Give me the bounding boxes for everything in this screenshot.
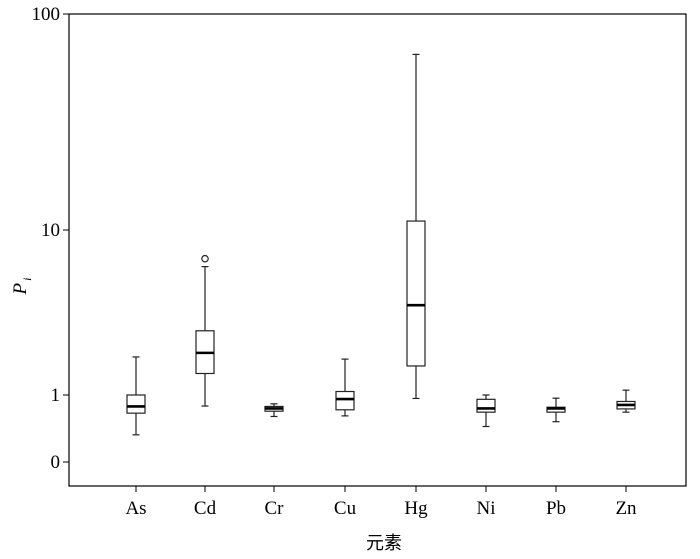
x-tick-label: Cu <box>334 498 357 519</box>
y-tick-label: 1 <box>51 385 61 406</box>
box-cu <box>335 358 355 417</box>
iqr-box <box>476 398 496 413</box>
outlier-point <box>201 254 209 263</box>
iqr-box <box>406 220 426 367</box>
y-tick-label: 10 <box>41 220 60 241</box>
iqr-box <box>335 390 355 411</box>
plot-frame <box>68 13 687 487</box>
x-tick-label: Ni <box>477 498 496 519</box>
y-tick-label: 0 <box>51 452 61 473</box>
x-tick-label: Pb <box>546 498 566 519</box>
boxplot-series <box>126 53 636 436</box>
box-cr <box>264 403 284 418</box>
x-tick-label: As <box>125 498 146 519</box>
box-pb <box>546 397 566 423</box>
y-axis-title: Pi <box>10 278 34 296</box>
x-tick-label: Hg <box>404 498 428 519</box>
box-as <box>126 356 146 436</box>
svg-text:Pi: Pi <box>10 278 34 296</box>
x-tick-label: Zn <box>615 498 637 519</box>
x-tick-label: Cd <box>194 498 217 519</box>
box-hg <box>406 53 426 400</box>
box-cd <box>195 254 215 407</box>
iqr-box <box>126 394 146 414</box>
y-axis-title-main: P <box>10 282 31 295</box>
x-tick-label: Cr <box>265 498 285 519</box>
x-axis-title: 元素 <box>366 533 402 554</box>
y-axis-title-subscript: i <box>20 278 34 281</box>
box-ni <box>476 394 496 428</box>
box-zn <box>616 389 636 413</box>
y-axis: 0 1 10 100 <box>32 4 69 473</box>
x-axis: As Cd Cr Cu Hg Ni Pb Zn <box>125 486 637 519</box>
y-tick-label: 100 <box>32 4 61 25</box>
